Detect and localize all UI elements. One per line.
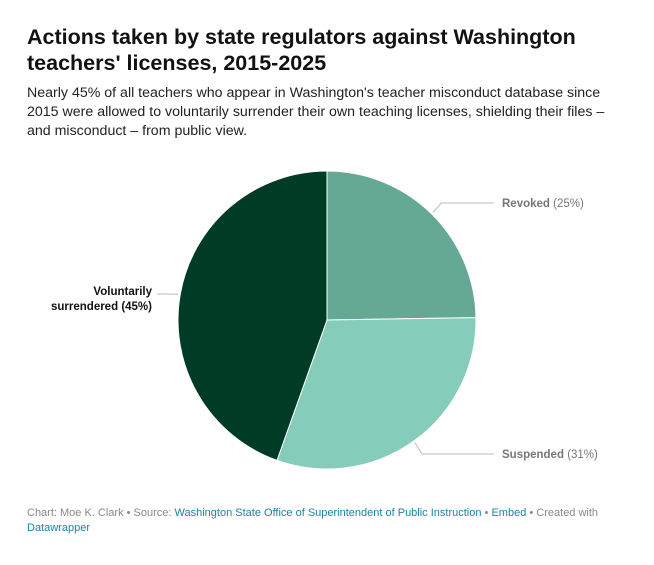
leader-line-revoked (432, 202, 494, 213)
chart-subtitle: Nearly 45% of all teachers who appear in… (27, 85, 605, 139)
chart-footer: Chart: Moe K. Clark • Source: Washington… (27, 506, 627, 536)
slice-label-revoked: Revoked (25%) (502, 198, 584, 210)
pie-slice-voluntarily-surrendered (177, 170, 328, 461)
pie-slice-suspended (276, 317, 477, 470)
footer-source-sep: • Source: (123, 507, 175, 519)
embed-link[interactable]: Embed (491, 507, 527, 519)
slice-label-voluntarily-surrendered-line-0: Voluntarily (93, 286, 152, 298)
leader-line-suspended (414, 442, 494, 455)
slice-label-suspended: Suspended (31%) (502, 449, 598, 461)
slice-label-voluntarily-surrendered-line-1: surrendered (45%) (51, 301, 152, 313)
footer-created-sep: • Created with (526, 507, 599, 519)
pie-slice-revoked (326, 170, 477, 321)
footer-sep: • (481, 507, 492, 519)
source-link[interactable]: Washington State Office of Superintenden… (174, 507, 482, 519)
pie-slices (177, 170, 477, 470)
pie-chart: Revoked (25%) Suspended (31%) Voluntarily s… (51, 170, 598, 470)
datawrapper-link[interactable]: Datawrapper (27, 522, 90, 534)
chart-title: Actions taken by state regulators agains… (27, 25, 576, 75)
pie-labels: Revoked (25%) Suspended (31%) Voluntarily s… (51, 198, 598, 461)
footer-credit: Chart: Moe K. Clark (27, 507, 124, 519)
